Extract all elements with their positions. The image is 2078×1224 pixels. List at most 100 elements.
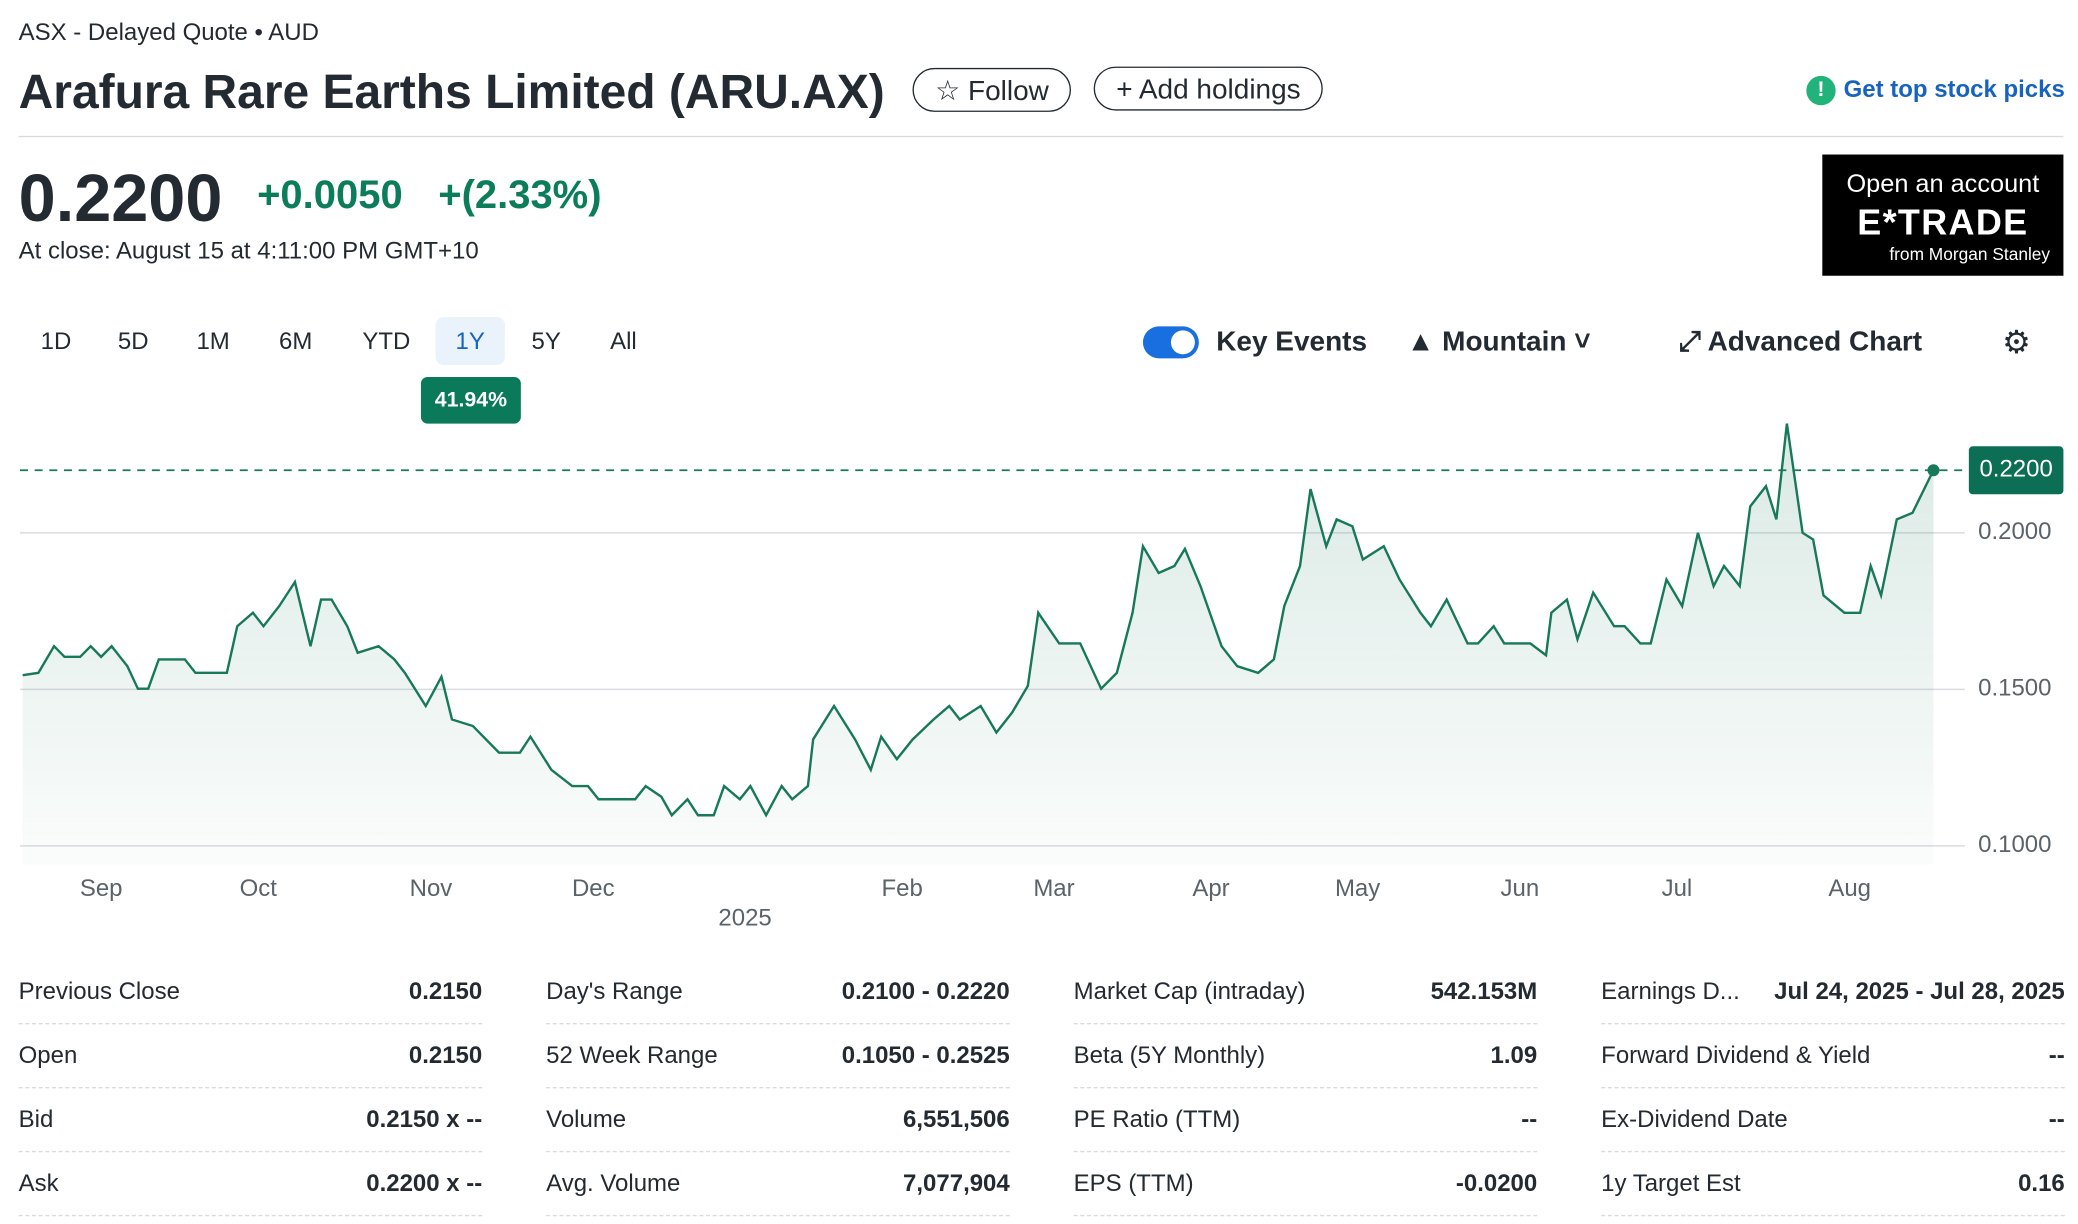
stat-row: EPS (TTM) -0.0200 — [1073, 1151, 1538, 1217]
close-time: At close: August 15 at 4:11:00 PM GMT+10 — [18, 237, 479, 264]
stat-label: PE Ratio (TTM) — [1073, 1105, 1241, 1133]
settings[interactable]: ⚙ — [2002, 325, 2031, 361]
stat-value: -- — [2048, 1041, 2065, 1069]
exchange: ASX - Delayed Quote • AUD — [18, 18, 319, 46]
stat-value: -- — [1521, 1105, 1538, 1133]
stat-label: Market Cap (intraday) — [1073, 977, 1306, 1005]
range-button[interactable]: All — [610, 327, 637, 355]
stat-label: Forward Dividend & Yield — [1601, 1041, 1871, 1069]
y-tick-label: 0.1500 — [1978, 675, 2051, 702]
change-percent: +(2.33%) — [438, 173, 602, 218]
stat-label: EPS (TTM) — [1073, 1169, 1194, 1197]
stat-label: Open — [18, 1041, 78, 1069]
stat-label: 1y Target Est — [1601, 1169, 1741, 1197]
title: Arafura Rare Earths Limited (ARU.AX) — [18, 63, 885, 119]
promo-link[interactable]: ! Get top stock picks — [1806, 75, 2065, 106]
key-events[interactable]: Key Events — [1216, 326, 1368, 358]
stat-value: -- — [2048, 1105, 2065, 1133]
stat-row: Volume 6,551,506 — [546, 1087, 1010, 1153]
range-button[interactable]: YTD — [362, 327, 411, 355]
x-tick-label: May — [1335, 875, 1380, 902]
ad[interactable]: Open an account E*TRADE from Morgan Stan… — [1822, 154, 2064, 276]
advanced-label: Advanced Chart — [1707, 326, 1923, 358]
range-button[interactable]: 1D — [40, 327, 72, 355]
x-tick-label: Nov — [410, 875, 453, 902]
x-tick-label: Oct — [240, 875, 278, 902]
toggle-knob — [1170, 330, 1195, 355]
toggle[interactable] — [1142, 326, 1199, 359]
stat-value: -0.0200 — [1455, 1169, 1538, 1197]
price-line — [22, 423, 1935, 818]
stat-value: 7,077,904 — [903, 1169, 1010, 1197]
chart-style[interactable]: ▲ Mountain ˅ — [1406, 326, 1591, 358]
stat-row: Beta (5Y Monthly) 1.09 — [1073, 1023, 1538, 1089]
ad-line: Open an account — [1846, 170, 2040, 199]
follow-button[interactable]: ☆ Follow — [912, 67, 1072, 112]
x-tick-label: Sep — [80, 875, 123, 902]
stat-label: Day's Range — [546, 977, 683, 1005]
add-holdings-label: Add holdings — [1138, 74, 1301, 106]
x-tick-label: Jun — [1501, 875, 1540, 902]
stat-value: 6,551,506 — [903, 1105, 1010, 1133]
change: +0.0050 — [257, 173, 403, 218]
stat-row: Avg. Volume 7,077,904 — [546, 1151, 1010, 1217]
stat-label: Previous Close — [18, 977, 180, 1005]
add-holdings-button[interactable]: + Add holdings — [1093, 66, 1324, 111]
stat-label: Ex-Dividend Date — [1601, 1105, 1788, 1133]
x-tick-label: 2025 — [718, 904, 771, 931]
stat-label: Beta (5Y Monthly) — [1073, 1041, 1266, 1069]
x-tick-label: Aug — [1828, 875, 1871, 902]
stat-label: Volume — [546, 1105, 627, 1133]
stat-value: 0.1050 - 0.2525 — [841, 1041, 1010, 1069]
stat-label: Ask — [18, 1169, 59, 1197]
stat-label: Earnings D... — [1601, 977, 1740, 1005]
promo-text: Get top stock picks — [1843, 75, 2065, 103]
stat-row: Previous Close 0.2150 — [18, 959, 483, 1025]
x-tick-label: Jul — [1662, 875, 1693, 902]
stat-value: 1.09 — [1490, 1041, 1538, 1069]
stat-row: 52 Week Range 0.1050 - 0.2525 — [546, 1023, 1010, 1089]
stat-value: 542.153M — [1430, 977, 1538, 1005]
ad-sub: from Morgan Stanley — [1889, 243, 2051, 264]
range-button[interactable]: 6M — [279, 327, 313, 355]
stat-value: 0.2150 x -- — [366, 1105, 483, 1133]
stat-row: Forward Dividend & Yield -- — [1601, 1023, 2065, 1089]
reference-label: 0.2200 — [1979, 456, 2052, 483]
ad-brand: E*TRADE — [1857, 202, 2029, 243]
reference-label-box — [1968, 446, 2064, 495]
stat-row: PE Ratio (TTM) -- — [1073, 1087, 1538, 1153]
range-return: 41.94% — [420, 376, 521, 424]
stat-value: 0.2200 x -- — [366, 1169, 483, 1197]
advanced-chart[interactable]: ⤢ Advanced Chart — [1678, 326, 1923, 358]
stat-value: 0.2100 - 0.2220 — [841, 977, 1010, 1005]
divider — [18, 135, 2064, 138]
range-button[interactable]: 5Y — [531, 327, 561, 355]
stat-row: 1y Target Est 0.16 — [1601, 1151, 2065, 1217]
price: 0.2200 — [18, 161, 223, 236]
stat-label: 52 Week Range — [546, 1041, 718, 1069]
stat-row: Ask 0.2200 x -- — [18, 1151, 483, 1217]
x-tick-label: Feb — [881, 875, 922, 902]
stat-value: 0.2150 — [408, 977, 483, 1005]
area — [22, 423, 1934, 865]
last-point — [1927, 464, 1940, 477]
stat-row: Ex-Dividend Date -- — [1601, 1087, 2065, 1153]
range-button[interactable]: 1Y — [435, 317, 505, 365]
range-button[interactable]: 5D — [117, 327, 149, 355]
stat-row: Market Cap (intraday) 542.153M — [1073, 959, 1538, 1025]
y-tick-label: 0.1000 — [1978, 831, 2051, 858]
stat-row: Bid 0.2150 x -- — [18, 1087, 483, 1153]
x-tick-label: Apr — [1192, 875, 1229, 902]
follow-label: Follow — [967, 75, 1049, 107]
range-button[interactable]: 1M — [196, 327, 230, 355]
chart: 0.1000 0.1500 0.2000 Sep Oct Nov Dec 2025 Feb Mar… — [19, 423, 2064, 931]
stat-label: Avg. Volume — [546, 1169, 681, 1197]
stat-value: Jul 24, 2025 - Jul 28, 2025 — [1774, 977, 2065, 1005]
x-tick-label: Mar — [1033, 875, 1074, 902]
y-tick-label: 0.2000 — [1978, 518, 2051, 545]
stat-row: Open 0.2150 — [18, 1023, 482, 1089]
stat-row: Day's Range 0.2100 - 0.2220 — [546, 959, 1010, 1025]
promo-icon: ! — [1806, 76, 1836, 106]
